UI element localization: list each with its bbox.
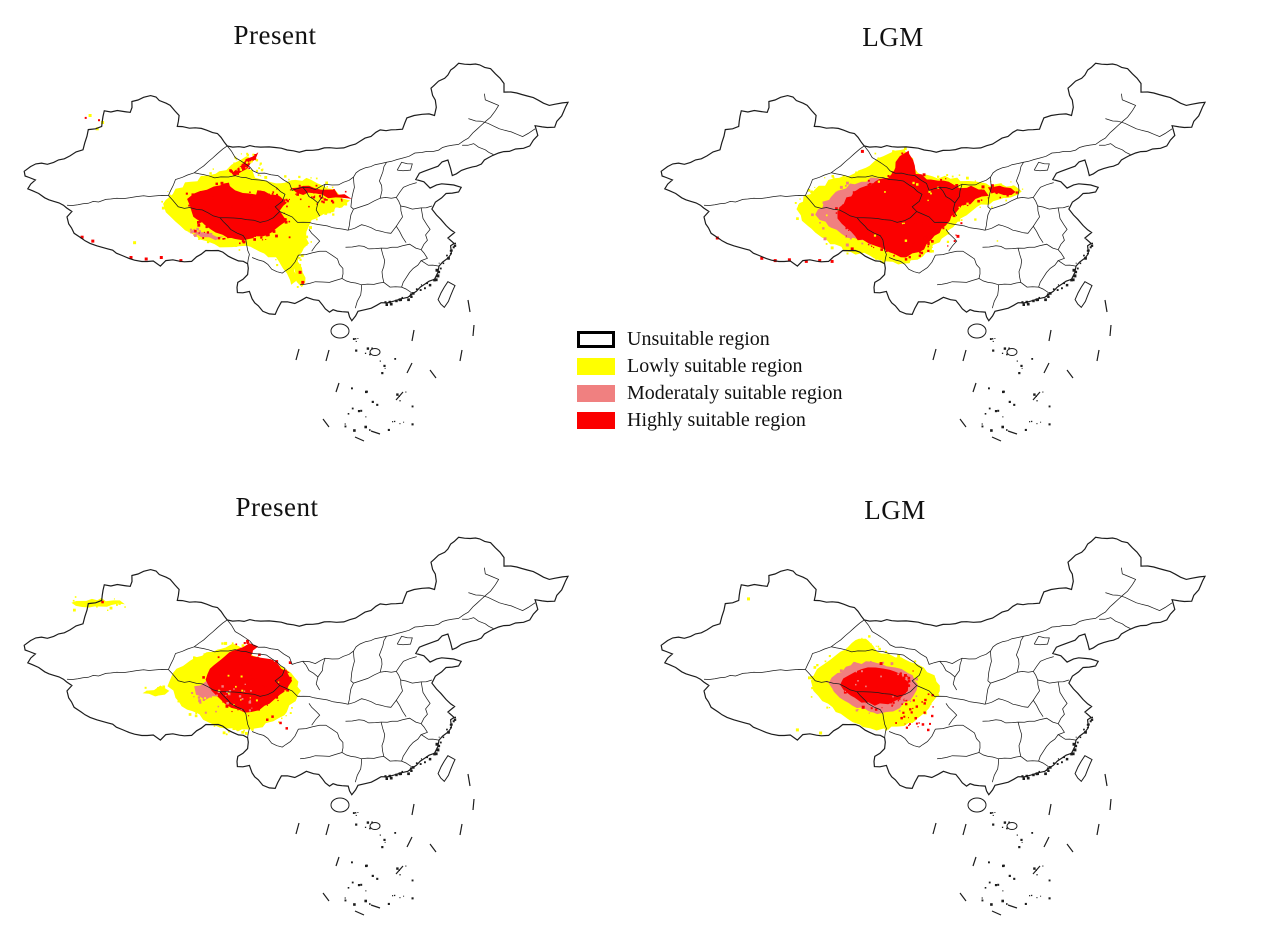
china-basemap <box>23 536 570 916</box>
panel-title-present-top: Present <box>233 20 317 50</box>
suitability-overlay <box>715 147 1024 265</box>
legend-item-lowly-suitable: Lowly suitable region <box>577 355 843 377</box>
panel-title-lgm-bottom: LGM <box>864 495 926 525</box>
china-basemap <box>660 536 1207 916</box>
suitability-overlay <box>747 597 940 735</box>
china-basemap <box>23 62 570 442</box>
legend-item-moderately-suitable: Moderataly suitable region <box>577 382 843 404</box>
china-map-lgm-top <box>660 62 1207 442</box>
legend-label-lowly-suitable: Lowly suitable region <box>627 355 803 377</box>
legend-swatch-moderately-suitable <box>577 384 615 402</box>
china-map-lgm-bottom <box>660 536 1207 916</box>
china-map-present-top <box>23 62 570 442</box>
suitability-overlay <box>71 596 301 736</box>
map-legend: Unsuitable region Lowly suitable region … <box>577 328 843 438</box>
legend-swatch-unsuitable <box>577 330 615 348</box>
suitability-overlay <box>80 114 352 288</box>
legend-item-highly-suitable: Highly suitable region <box>577 409 843 431</box>
panel-title-present-bottom: Present <box>235 492 319 522</box>
legend-swatch-lowly-suitable <box>577 357 615 375</box>
china-map-present-bottom <box>23 536 570 916</box>
legend-item-unsuitable: Unsuitable region <box>577 328 843 350</box>
legend-label-unsuitable: Unsuitable region <box>627 328 770 350</box>
china-basemap <box>660 62 1207 442</box>
legend-label-highly-suitable: Highly suitable region <box>627 409 806 431</box>
legend-label-moderately-suitable: Moderataly suitable region <box>627 382 843 404</box>
legend-swatch-highly-suitable <box>577 411 615 429</box>
panel-title-lgm-top: LGM <box>862 22 924 52</box>
